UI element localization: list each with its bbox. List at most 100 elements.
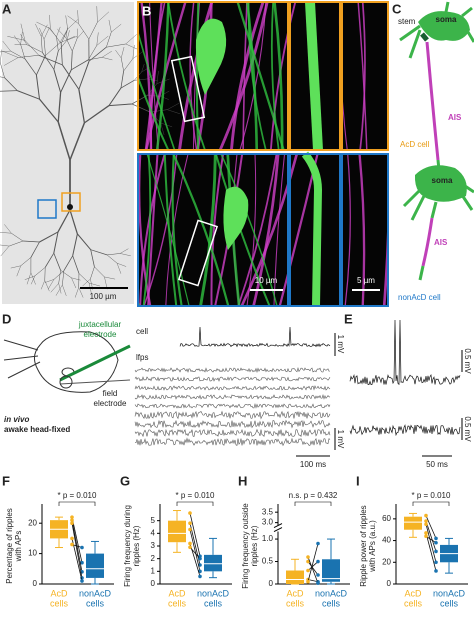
trace [134, 367, 331, 373]
dendrite [0, 232, 12, 234]
y-tick-label: 40 [382, 536, 391, 545]
dendrite [167, 102, 180, 110]
dendrite [11, 233, 24, 242]
x-tick-label: nonAcD [79, 588, 112, 598]
x-tick-label: AcD [404, 588, 422, 598]
fiber [138, 2, 170, 151]
point [70, 521, 74, 525]
dendrite [58, 270, 61, 284]
trace [134, 385, 331, 391]
dendrite [123, 58, 134, 72]
x-tick-label: cells [50, 598, 69, 608]
scale-label: 5 µm [357, 276, 375, 285]
fiber [138, 2, 176, 151]
fiber [144, 2, 163, 151]
dendrite [116, 263, 122, 274]
dendrite [78, 287, 84, 298]
dendrite [62, 284, 67, 296]
dendrite [78, 23, 90, 40]
significance: n.s. p = 0.432 [289, 491, 338, 500]
fiber [155, 2, 170, 151]
dendrite [121, 46, 125, 59]
fiber [171, 153, 183, 306]
point [198, 554, 202, 558]
fiber [140, 2, 153, 151]
dendrite [47, 279, 55, 290]
dendrite [90, 249, 108, 256]
fiber [195, 2, 200, 151]
point [80, 579, 84, 583]
x-tick-label: nonAcD [197, 588, 230, 598]
dendrite [56, 26, 61, 37]
pair-line [307, 561, 319, 576]
dendrite [4, 57, 19, 66]
frame-orange [137, 1, 289, 151]
fiber [358, 153, 366, 306]
dendrite [88, 57, 103, 61]
dendrite [66, 30, 70, 41]
dendrite [24, 275, 36, 280]
fiber [142, 153, 152, 306]
y-tick-label: 3 [151, 541, 156, 550]
x-tick-label: cells [404, 598, 423, 608]
dendrite [106, 32, 112, 48]
ais [425, 41, 440, 161]
dendrite [10, 265, 21, 269]
pair-line [307, 556, 319, 584]
dendrite [26, 272, 32, 285]
box [168, 520, 186, 543]
frame-blue [341, 153, 389, 307]
trace [349, 319, 461, 386]
fiber [270, 2, 280, 151]
trace [134, 402, 331, 409]
scale-label: 100 ms [300, 460, 326, 469]
x-tick-label: AcD [50, 588, 68, 598]
craniotomy [59, 375, 73, 389]
scale-label: 0.5 mV [463, 348, 472, 374]
dendrite [159, 90, 170, 97]
x-tick-label: AcD [168, 588, 186, 598]
dendrite [0, 244, 10, 247]
significance-bracket [176, 501, 214, 506]
y-axis-label: Ripple power of ripples [359, 505, 368, 586]
x-tick-label: cells [322, 598, 341, 608]
point [316, 541, 320, 546]
label: awake head-fixed [4, 425, 70, 434]
significance: * p = 0.010 [58, 491, 97, 500]
dendrite [0, 62, 5, 78]
dendrite [0, 245, 10, 257]
label: nonAcD cell [398, 293, 441, 302]
axis-break [273, 523, 283, 532]
pair-line [425, 515, 437, 539]
y-tick-label: 60 [382, 514, 391, 523]
label: electrode [94, 399, 127, 408]
dendrite [57, 209, 71, 233]
dendrite [39, 231, 59, 243]
dendrite [96, 35, 109, 46]
dendrite [107, 253, 121, 256]
pair-line [189, 512, 201, 557]
dendrite [60, 28, 68, 44]
pair-line [189, 529, 201, 572]
pair-line [425, 535, 437, 544]
dendrite [62, 270, 65, 286]
roi-blue [37, 199, 57, 219]
dendrite [402, 184, 474, 221]
dendrite [101, 57, 113, 61]
axon [430, 201, 438, 219]
point [80, 560, 84, 565]
dendrite [94, 266, 105, 278]
point [306, 555, 310, 559]
dendrite [71, 277, 81, 281]
dendrite [35, 74, 41, 100]
dendrite [7, 36, 25, 41]
fiber [189, 2, 198, 151]
point [70, 515, 74, 519]
dendrite [90, 266, 95, 280]
label: juxtacellular [78, 320, 122, 329]
dendrite [43, 27, 50, 40]
y-tick-label: 20 [382, 557, 391, 566]
trace [134, 376, 331, 382]
dendrite [55, 284, 63, 296]
fiber [237, 153, 278, 306]
